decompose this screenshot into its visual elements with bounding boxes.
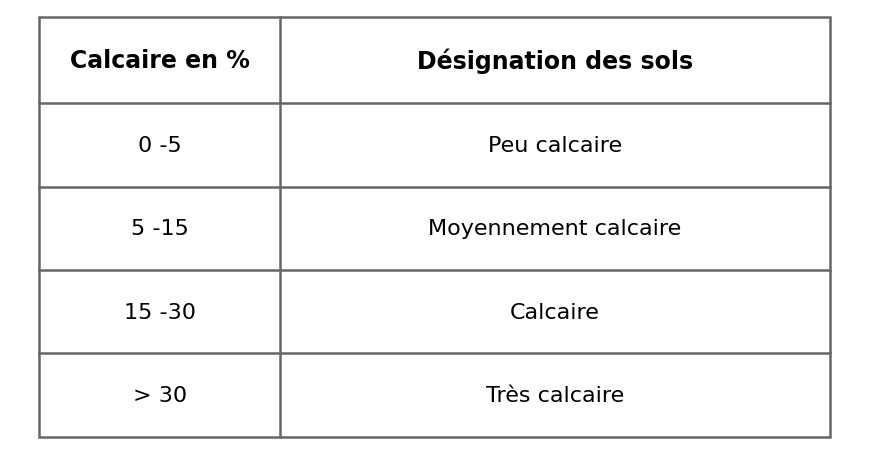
Text: Calcaire: Calcaire [510,302,600,322]
Text: Peu calcaire: Peu calcaire [488,136,622,156]
Text: Moyennement calcaire: Moyennement calcaire [428,219,681,239]
Text: 15 -30: 15 -30 [123,302,196,322]
Text: 5 -15: 5 -15 [130,219,189,239]
Text: 0 -5: 0 -5 [138,136,182,156]
Text: Désignation des sols: Désignation des sols [417,48,693,74]
Text: Très calcaire: Très calcaire [486,385,624,405]
Text: > 30: > 30 [133,385,187,405]
Text: Calcaire en %: Calcaire en % [70,49,249,73]
